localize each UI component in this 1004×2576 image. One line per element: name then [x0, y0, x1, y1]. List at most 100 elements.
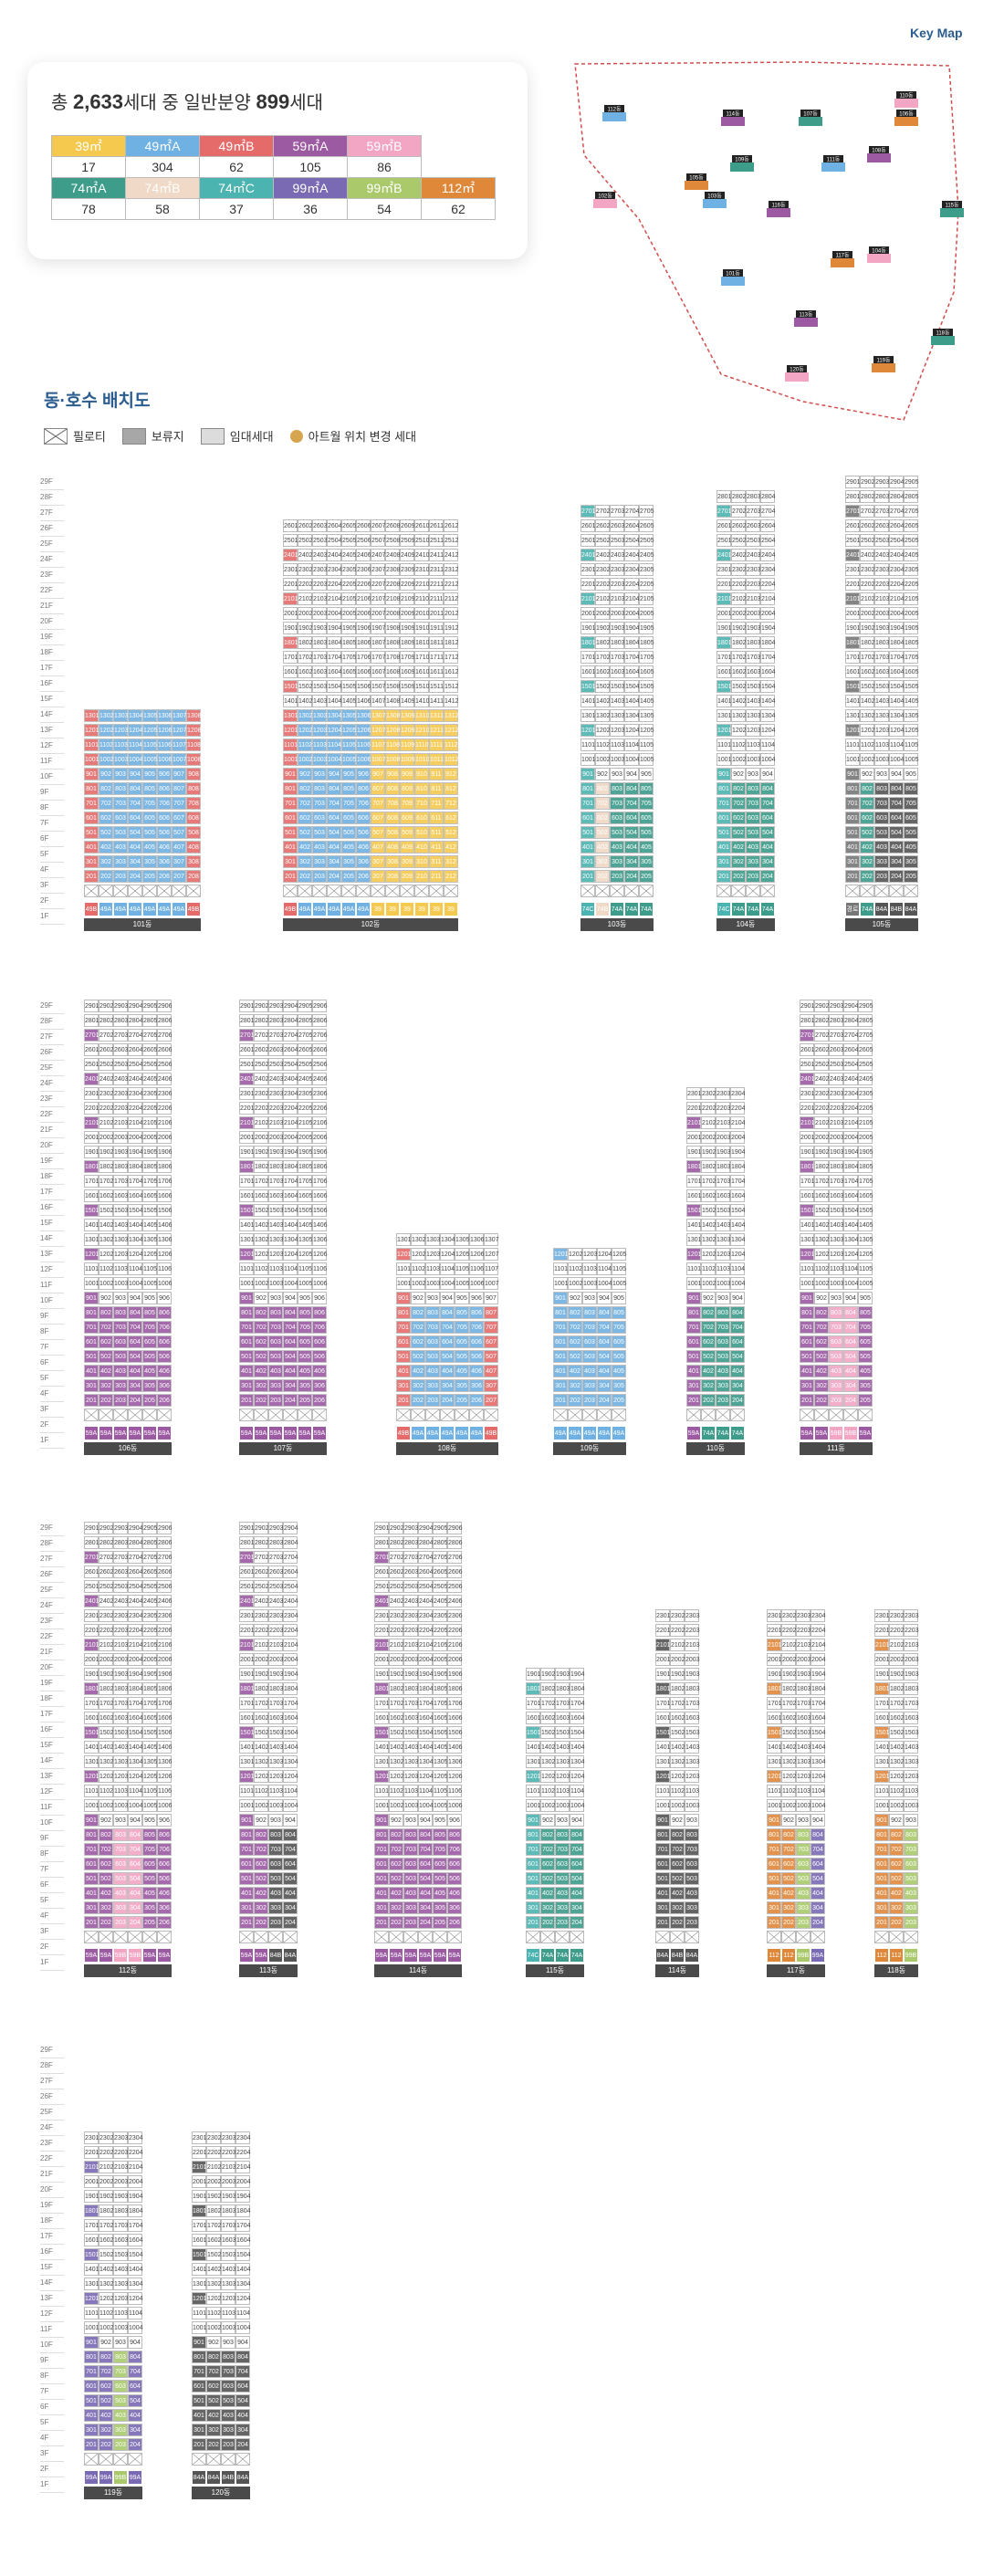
unit-cell: 805 [639, 782, 654, 795]
floor-label: 27F [40, 1030, 64, 1045]
keymap-building: 111동 [821, 155, 845, 172]
unit-cell: 2604 [283, 1043, 298, 1056]
unit-cell: 1002 [701, 1277, 716, 1290]
unit-cell: 402 [254, 1887, 268, 1900]
unit-cell: 1402 [99, 2263, 114, 2276]
unit-cell: 1804 [283, 1682, 298, 1695]
unit-type-label: 74C [580, 902, 595, 916]
unit-cell: 1705 [341, 651, 357, 664]
unit-cell: 1401 [374, 1741, 390, 1754]
unit-cell: 2601 [845, 519, 861, 532]
unit-cell: 201 [239, 1916, 254, 1929]
unit-cell: 1001 [84, 1799, 99, 1812]
unit-cell: 1104 [235, 2307, 250, 2319]
unit-cell: 602 [670, 1858, 685, 1870]
piloti-cell [889, 885, 904, 897]
unit-cell: 2003 [904, 1653, 919, 1666]
unit-cell: 1401 [526, 1741, 541, 1754]
unit-cell: 1803 [685, 1682, 700, 1695]
unit-cell: 1601 [374, 1712, 390, 1724]
unit-cell: 2401 [84, 1595, 99, 1607]
floor-label: 8F [40, 2369, 64, 2384]
unit-cell: 202 [206, 2438, 221, 2451]
unit-cell: 1101 [239, 1785, 254, 1797]
piloti-cross-icon [746, 885, 760, 897]
unit-cell: 1302 [298, 709, 313, 722]
unit-cell: 805 [858, 1306, 873, 1319]
unit-cell: 609 [400, 812, 414, 824]
unit-cell: 2404 [760, 549, 776, 561]
unit-cell: 706 [447, 1843, 462, 1856]
unit-cell: 2403 [874, 549, 890, 561]
unit-cell: 2701 [239, 1551, 255, 1564]
unit-cell: 202 [99, 870, 113, 883]
unit-cell: 1303 [829, 1233, 844, 1246]
unit-cell: 2501 [580, 534, 596, 547]
unit-cell: 1601 [800, 1189, 815, 1202]
unit-cell: 1203 [685, 1770, 700, 1783]
unit-cell: 505 [142, 1350, 157, 1363]
unit-cell: 804 [283, 1828, 298, 1841]
unit-cell: 2001 [686, 1131, 702, 1144]
unit-cell: 2301 [283, 563, 298, 576]
unit-cell: 1101 [580, 738, 595, 751]
unit-cell: 1504 [418, 1726, 434, 1739]
unit-cell: 203 [221, 2438, 235, 2451]
unit-cell: 605 [433, 1858, 447, 1870]
unit-cell: 2503 [312, 534, 328, 547]
unit-cell: 1201 [553, 1248, 569, 1261]
unit-cell: 1605 [341, 665, 357, 678]
unit-cell: 2204 [889, 578, 905, 591]
unit-cell: 503 [555, 1872, 570, 1885]
unit-cell: 1702 [670, 1697, 685, 1710]
piloti-cross-icon [800, 1408, 814, 1421]
floor-label: 12F [40, 2307, 64, 2322]
unit-cell: 503 [268, 1350, 283, 1363]
unit-cell: 2702 [99, 1029, 114, 1042]
unit-cell: 1902 [670, 1668, 685, 1681]
unit-cell: 803 [403, 1828, 418, 1841]
unit-cell: 1805 [298, 1160, 313, 1173]
unit-cell: 1601 [84, 2234, 99, 2246]
unit-cell: 1301 [239, 1755, 255, 1768]
unit-cell: 1101 [845, 738, 860, 751]
piloti-cross-icon [128, 885, 142, 897]
unit-cell: 1201 [239, 1248, 255, 1261]
unit-cell: 1704 [327, 651, 342, 664]
unit-cell: 603 [425, 1335, 440, 1348]
unit-cell: 1807 [371, 636, 386, 649]
unit-cell: 2003 [796, 1653, 811, 1666]
unit-cell: 1802 [701, 1160, 716, 1173]
unit-cell: 1102 [860, 738, 874, 751]
unit-cell: 912 [444, 768, 458, 780]
unit-cell: 2302 [254, 1609, 269, 1622]
piloti-cross-icon [157, 1408, 172, 1421]
unit-cell: 2504 [889, 534, 905, 547]
unit-cell: 1202 [670, 1770, 685, 1783]
unit-cell: 903 [113, 1814, 128, 1827]
unit-cell: 304 [128, 2424, 142, 2436]
unit-cell: 1105 [639, 738, 654, 751]
unit-cell: 1610 [414, 665, 430, 678]
unit-cell: 2803 [403, 1536, 419, 1549]
unit-cell: 1302 [99, 2278, 114, 2290]
unit-cell: 1809 [400, 636, 415, 649]
unit-cell: 1901 [283, 622, 298, 634]
unit-cell: 401 [767, 1887, 781, 1900]
unit-cell: 1103 [610, 738, 624, 751]
unit-cell: 1404 [327, 695, 342, 707]
unit-cell: 1603 [610, 665, 625, 678]
piloti-cell [371, 885, 385, 897]
unit-cell: 1703 [685, 1697, 700, 1710]
unit-cell: 807 [371, 782, 385, 795]
unit-cell: 1504 [811, 1726, 826, 1739]
unit-cell: 302 [99, 1379, 113, 1392]
piloti-cell [128, 1931, 142, 1943]
unit-cell: 603 [312, 812, 327, 824]
unit-type-label: 99B [904, 1948, 918, 1963]
unit-cell: 803 [829, 1306, 843, 1319]
piloti-cross-icon [254, 1408, 268, 1421]
floor-label: 16F [40, 676, 64, 692]
unit-cell: 2604 [283, 1565, 298, 1578]
unit-cell: 1702 [860, 651, 875, 664]
